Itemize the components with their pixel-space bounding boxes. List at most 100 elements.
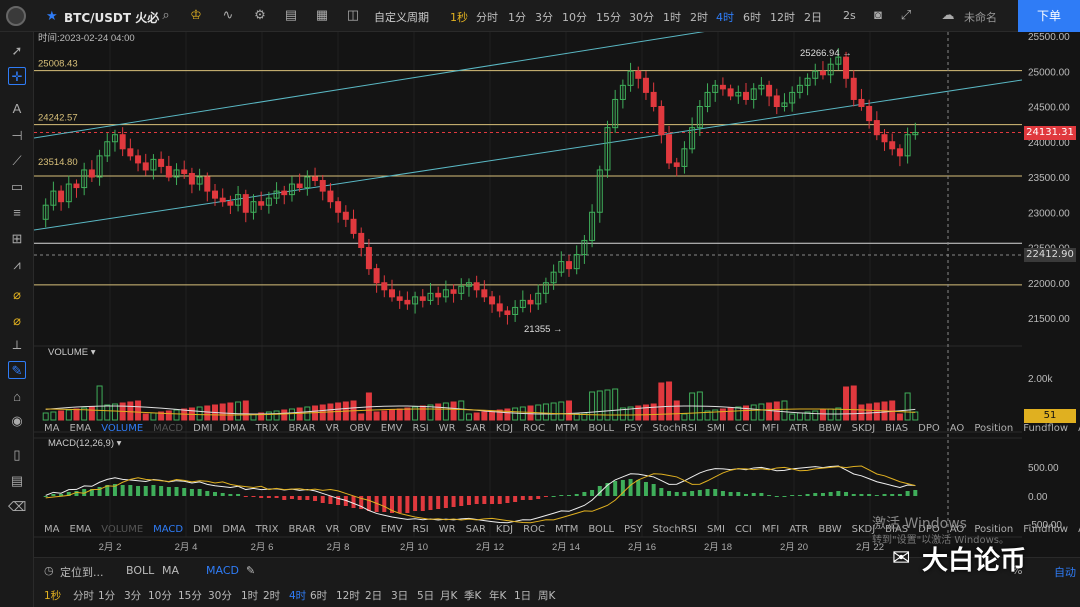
period-1h[interactable]: 1时 [663, 11, 681, 24]
period-15m[interactable]: 15分 [596, 11, 621, 24]
bottom-period-10[interactable]: 6时 [310, 590, 328, 602]
indicator-tab-skdj[interactable]: SKDJ [851, 423, 876, 434]
period-4h[interactable]: 4时 [716, 11, 734, 24]
template-icon[interactable]: ▦ [315, 7, 329, 22]
indicator-tab-rsi[interactable]: RSI [412, 423, 429, 434]
place-order-button[interactable]: 下单 [1018, 0, 1080, 32]
period-3m[interactable]: 3分 [535, 11, 553, 24]
bottom-period-17[interactable]: 年K [489, 590, 507, 602]
indicator-tab-position[interactable]: Position [974, 423, 1014, 434]
indicator-tab-ema[interactable]: EMA [69, 423, 92, 434]
grid-tool-icon[interactable]: ⊞ [11, 231, 23, 246]
indicator-tab-obv[interactable]: OBV [349, 524, 371, 535]
indicator-tab-macd[interactable]: MACD [153, 524, 184, 535]
lock-icon[interactable]: ⌂ [13, 389, 21, 404]
bottom-period-13[interactable]: 3日 [391, 590, 409, 602]
indicator-tab-emv[interactable]: EMV [380, 423, 403, 434]
indicator-tab-bias[interactable]: BIAS [885, 423, 909, 434]
bottom-period-18[interactable]: 1日 [514, 590, 532, 602]
indicator-tab-bbw[interactable]: BBW [818, 524, 842, 535]
price-axis[interactable]: 25500.00 25000.00 24500.00 24000.00 23500.00… [1022, 32, 1080, 557]
eye-visibility-icon[interactable]: ◉ [11, 413, 23, 428]
indicator-tab-smi[interactable]: SMI [707, 423, 725, 434]
indicator-tab-vr[interactable]: VR [325, 524, 340, 535]
bottom-period-0[interactable]: 1秒 [44, 590, 62, 602]
indicator-tab-skdj[interactable]: SKDJ [851, 524, 876, 535]
bottom-period-12[interactable]: 2日 [365, 590, 383, 602]
text-tool-icon[interactable]: A [12, 101, 22, 116]
period-1m[interactable]: 1分 [508, 11, 526, 24]
chart-area[interactable]: 时间:2023-02-24 04:00 25008.43 24242.57 23514… [34, 32, 1022, 557]
indicator-tab-mfi[interactable]: MFI [761, 524, 780, 535]
indicator-tab-roc[interactable]: ROC [523, 423, 545, 434]
indicator-tab-mtm[interactable]: MTM [554, 423, 579, 434]
magnet-icon[interactable]: ⌀ [13, 287, 21, 302]
bottom-period-14[interactable]: 5日 [417, 590, 435, 602]
indicator-tab-psy[interactable]: PSY [624, 423, 643, 434]
indicator-tab-kdj[interactable]: KDJ [495, 423, 514, 434]
indicator-tab-bbw[interactable]: BBW [818, 423, 842, 434]
bottom-period-5[interactable]: 15分 [178, 590, 202, 602]
main-indicator-boll[interactable]: BOLL [126, 564, 155, 577]
favorite-star-icon[interactable]: ★ [46, 8, 58, 23]
indicator-tab-sar[interactable]: SAR [465, 423, 486, 434]
indicator-tab-macd[interactable]: MACD [153, 423, 184, 434]
indicator-tab-dmi[interactable]: DMI [193, 423, 213, 434]
indicator-tab-dma[interactable]: DMA [222, 423, 246, 434]
indicator-tab-ai-netvol[interactable]: AI-NetVOL [1078, 524, 1080, 535]
bottom-period-1[interactable]: 分时 [73, 590, 94, 602]
indicator-tab-fundflow[interactable]: Fundflow [1023, 524, 1069, 535]
period-timeline[interactable]: 分时 [476, 11, 498, 24]
indicator-tab-ma[interactable]: MA [44, 524, 60, 535]
custom-period-button[interactable]: 自定义周期 [374, 11, 429, 24]
crown-icon[interactable]: ♔ [190, 7, 202, 22]
indicator-tab-dpo[interactable]: DPO [918, 423, 940, 434]
bottom-period-9[interactable]: 4时 [289, 590, 307, 602]
wave-tool-icon[interactable]: ⩘ [13, 257, 21, 272]
period-10m[interactable]: 10分 [562, 11, 587, 24]
indicator-tab-cci[interactable]: CCI [734, 524, 752, 535]
indicator-icon[interactable]: ∿ [222, 7, 234, 22]
cloud-icon[interactable]: ☁ [941, 7, 955, 22]
chart-type-icon[interactable]: ▤ [284, 7, 298, 22]
trash-icon[interactable]: ⌫ [8, 499, 27, 514]
indicator-tab-fundflow[interactable]: Fundflow [1023, 423, 1069, 434]
indicator-tab-dpo[interactable]: DPO [918, 524, 940, 535]
fullscreen-icon[interactable]: ⤢ [900, 7, 912, 22]
indicator-tab-wr[interactable]: WR [438, 423, 456, 434]
pen-draw-icon[interactable]: ✎ [8, 361, 26, 379]
bottom-period-8[interactable]: 2时 [263, 590, 281, 602]
indicator-tab-mtm[interactable]: MTM [554, 524, 579, 535]
settings-gear-icon[interactable]: ⚙ [254, 7, 266, 22]
indicator-tab-cci[interactable]: CCI [734, 423, 752, 434]
search-icon[interactable]: ⌕ [162, 7, 170, 22]
auto-scale-toggle[interactable]: 自动 [1054, 566, 1076, 579]
candlestick-chart-svg[interactable]: 时间:2023-02-24 04:00 25008.43 24242.57 23514… [34, 32, 1022, 557]
indicator-tab-dma[interactable]: DMA [222, 524, 246, 535]
ruler-icon[interactable]: ⟂ [12, 337, 22, 352]
indicator-tab-vr[interactable]: VR [325, 423, 340, 434]
rectangle-icon[interactable]: ▭ [10, 179, 24, 194]
bottom-period-16[interactable]: 季K [464, 590, 482, 602]
bottom-period-15[interactable]: 月K [440, 590, 458, 602]
indicator-tab-ao[interactable]: AO [949, 524, 965, 535]
period-2d[interactable]: 2日 [804, 11, 822, 24]
indicator-tab-obv[interactable]: OBV [349, 423, 371, 434]
crosshair-icon[interactable]: ✛ [8, 67, 26, 85]
indicator-tab-rsi[interactable]: RSI [412, 524, 429, 535]
indicator-tab-bias[interactable]: BIAS [885, 524, 909, 535]
period-1s[interactable]: 1秒 [450, 11, 468, 24]
indicator-tab-volume[interactable]: VOLUME [101, 524, 144, 535]
indicator-tab-atr[interactable]: ATR [789, 524, 809, 535]
indicator-tab-brar[interactable]: BRAR [288, 524, 316, 535]
symbol-selector[interactable]: BTC/USDT 火必 [64, 11, 160, 25]
bottom-period-2[interactable]: 1分 [98, 590, 116, 602]
bottom-period-6[interactable]: 30分 [208, 590, 232, 602]
indicator-tab-kdj[interactable]: KDJ [495, 524, 514, 535]
layout-name-dropdown[interactable]: 未命名 [964, 11, 997, 24]
indicator-tab-brar[interactable]: BRAR [288, 423, 316, 434]
locate-to-button[interactable]: 定位到... [60, 566, 104, 579]
period-30m[interactable]: 30分 [629, 11, 654, 24]
indicator-tab-ai-netvol[interactable]: AI-NetVOL [1078, 423, 1080, 434]
indicator-tab-stochrsi[interactable]: StochRSI [652, 524, 697, 535]
